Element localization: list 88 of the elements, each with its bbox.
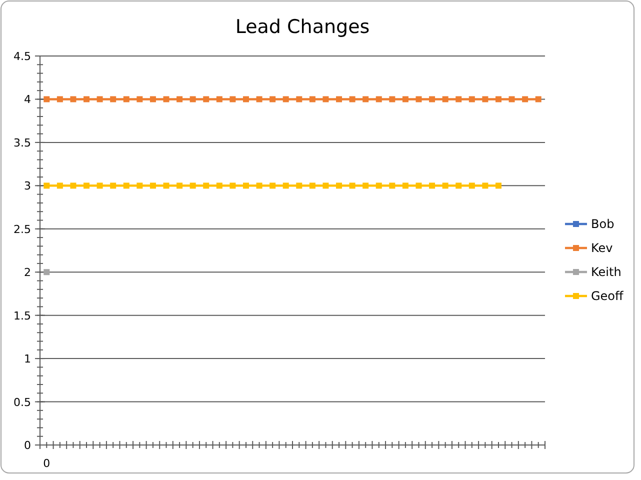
point bbox=[362, 182, 369, 189]
point bbox=[176, 96, 183, 102]
point bbox=[402, 96, 408, 102]
point bbox=[242, 182, 249, 189]
point bbox=[535, 96, 542, 102]
point bbox=[110, 182, 116, 189]
point bbox=[44, 96, 50, 102]
point bbox=[96, 182, 103, 189]
y-tick-label: 0.5 bbox=[14, 396, 31, 409]
point bbox=[256, 96, 262, 102]
legend-label: Bob bbox=[591, 217, 614, 231]
point bbox=[230, 96, 236, 102]
point bbox=[482, 96, 488, 102]
point bbox=[203, 96, 210, 102]
y-tick-label: 2.5 bbox=[14, 222, 31, 236]
point bbox=[322, 96, 329, 102]
y-tick-label: 0 bbox=[24, 439, 31, 452]
point bbox=[456, 182, 462, 189]
chart-title: Lead Changes bbox=[235, 16, 370, 38]
point bbox=[336, 96, 342, 102]
point bbox=[216, 96, 222, 102]
point bbox=[190, 96, 196, 102]
point bbox=[136, 96, 143, 102]
point bbox=[402, 182, 408, 189]
point bbox=[150, 182, 156, 189]
y-tick-label: 3.5 bbox=[14, 136, 31, 150]
point bbox=[190, 182, 196, 189]
point bbox=[270, 96, 276, 102]
point bbox=[456, 96, 462, 102]
point bbox=[495, 182, 502, 189]
legend-label: Kev bbox=[591, 241, 613, 255]
y-tick-label: 1 bbox=[24, 352, 31, 366]
point bbox=[110, 96, 116, 102]
point bbox=[522, 96, 528, 102]
point bbox=[508, 96, 515, 102]
point bbox=[282, 182, 289, 189]
point bbox=[482, 182, 488, 189]
legend-label: Geoff bbox=[591, 289, 624, 303]
point bbox=[495, 96, 502, 102]
point bbox=[256, 182, 262, 189]
point bbox=[362, 96, 369, 102]
point bbox=[123, 96, 130, 102]
point bbox=[296, 96, 302, 102]
point bbox=[270, 182, 276, 189]
point bbox=[282, 96, 289, 102]
point bbox=[216, 182, 222, 189]
point bbox=[56, 96, 63, 102]
point bbox=[84, 96, 90, 102]
point bbox=[84, 182, 90, 189]
point bbox=[376, 182, 382, 189]
point bbox=[336, 182, 342, 189]
point bbox=[163, 182, 170, 189]
point bbox=[150, 96, 156, 102]
point bbox=[389, 182, 396, 189]
point bbox=[468, 96, 475, 102]
point bbox=[56, 182, 63, 189]
point bbox=[442, 182, 448, 189]
point bbox=[230, 182, 236, 189]
point bbox=[416, 96, 422, 102]
point bbox=[442, 96, 448, 102]
y-tick-label: 2 bbox=[24, 266, 31, 280]
point bbox=[44, 182, 50, 189]
point bbox=[163, 96, 170, 102]
point bbox=[309, 182, 316, 189]
point bbox=[389, 96, 396, 102]
point bbox=[176, 182, 183, 189]
point bbox=[322, 182, 329, 189]
point bbox=[70, 96, 76, 102]
y-tick-label: 4.5 bbox=[14, 50, 31, 63]
point bbox=[376, 96, 382, 102]
point bbox=[70, 182, 76, 189]
y-tick-label: 4 bbox=[24, 93, 31, 106]
legend-label: Keith bbox=[591, 265, 622, 279]
y-tick-label: 1.5 bbox=[14, 309, 31, 322]
point bbox=[136, 182, 143, 189]
point bbox=[123, 182, 130, 189]
point bbox=[429, 96, 436, 102]
point bbox=[416, 182, 422, 189]
point bbox=[349, 96, 356, 102]
point bbox=[296, 182, 302, 189]
point bbox=[309, 96, 316, 102]
point bbox=[429, 182, 436, 189]
y-tick-label: 3 bbox=[24, 180, 31, 193]
point bbox=[242, 96, 249, 102]
point bbox=[349, 182, 356, 189]
point bbox=[96, 96, 103, 102]
point bbox=[468, 182, 475, 189]
point bbox=[203, 182, 210, 189]
